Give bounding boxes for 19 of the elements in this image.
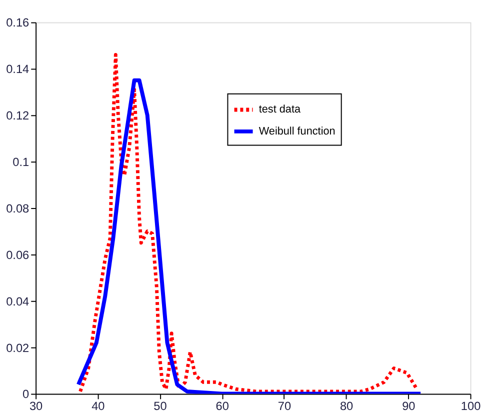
y-tick-label: 0.12 bbox=[6, 108, 30, 123]
x-tick-label: 90 bbox=[402, 399, 416, 414]
y-tick-label: 0.06 bbox=[6, 248, 30, 262]
x-tick-label: 50 bbox=[154, 399, 168, 414]
x-tick-label: 80 bbox=[340, 399, 354, 414]
legend-label: Weibull function bbox=[258, 125, 336, 138]
legend-label: test data bbox=[258, 104, 302, 116]
x-tick-label: 60 bbox=[216, 399, 230, 414]
y-tick-label: 0.16 bbox=[6, 16, 30, 30]
y-tick-label: 0 bbox=[22, 387, 30, 402]
y-tick-label: 0.1 bbox=[12, 155, 30, 170]
x-tick-label: 100 bbox=[460, 399, 482, 414]
y-tick-label: 0.08 bbox=[6, 201, 30, 216]
x-tick-label: 40 bbox=[92, 399, 106, 414]
x-tick-label: 70 bbox=[278, 399, 292, 414]
y-tick-label: 0.02 bbox=[6, 340, 30, 355]
x-tick-label: 30 bbox=[29, 399, 44, 414]
y-tick-label: 0.04 bbox=[6, 294, 30, 308]
y-tick-label: 0.14 bbox=[6, 62, 30, 76]
